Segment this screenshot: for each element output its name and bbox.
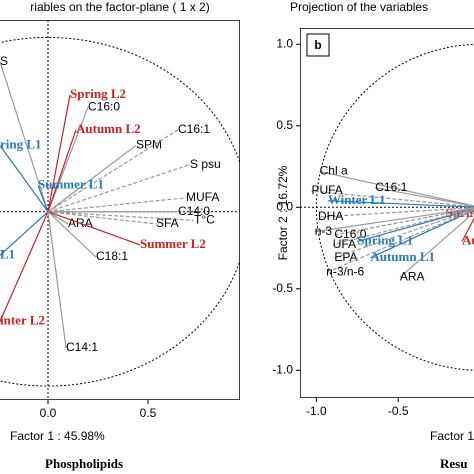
- vector: [327, 200, 474, 208]
- vector: [47, 211, 141, 246]
- variable-label: inter L2: [0, 313, 45, 328]
- vector: [325, 209, 474, 274]
- vector: [0, 61, 49, 212]
- panel-label: b: [314, 38, 321, 52]
- y-tick-label: 0.5: [276, 118, 293, 132]
- vector: [47, 211, 157, 225]
- x-axis-label: Factor 1 :: [430, 429, 474, 443]
- variable-label: L1: [0, 246, 15, 261]
- vector: [0, 211, 49, 256]
- variable-label: Winter L1: [328, 192, 386, 207]
- variable-label: n-3: [315, 224, 333, 238]
- variable-label: Autumn L2: [76, 121, 141, 136]
- panel-badge: [306, 33, 330, 57]
- vector: [47, 164, 191, 213]
- variable-label: Summer L1: [38, 177, 104, 192]
- vector: [47, 211, 97, 258]
- vector: [47, 129, 179, 213]
- vector: [445, 207, 474, 215]
- y-tick-label: -0.5: [272, 281, 293, 295]
- vector: [0, 145, 49, 213]
- vector: [319, 170, 474, 207]
- vector: [37, 185, 49, 212]
- vector: [314, 207, 474, 233]
- caption: Resu: [440, 456, 467, 471]
- variable-label: S psu: [190, 157, 221, 171]
- variable-label: PUFA: [311, 183, 342, 197]
- variable-label: SPM: [136, 138, 162, 152]
- x-tick-label: 0.0: [40, 406, 57, 420]
- chart-title: riables on the factor-plane ( 1 x 2): [30, 0, 209, 14]
- variable-label: C18:1: [96, 249, 128, 263]
- variable-label: Summer L2: [140, 236, 206, 251]
- variable-label: EPA: [334, 250, 357, 264]
- vector: [311, 190, 474, 208]
- vector: [332, 208, 474, 246]
- variable-label: ARA: [400, 270, 425, 284]
- vector: [47, 106, 89, 212]
- x-tick-label: 0.5: [140, 406, 157, 420]
- variable-label: C16:0: [334, 227, 366, 241]
- vector: [47, 145, 137, 213]
- vector: [375, 187, 474, 207]
- vector: [334, 208, 474, 259]
- variable-label: S: [0, 54, 8, 68]
- vector: [461, 217, 474, 242]
- variable-label: C16:0: [88, 99, 120, 113]
- vector: [47, 94, 71, 212]
- vector: [370, 209, 474, 259]
- variable-label: T°C: [194, 213, 215, 227]
- variable-label: n-3/n-6: [326, 265, 364, 279]
- vector: [47, 211, 67, 348]
- variable-label: ring L1: [0, 136, 42, 151]
- y-axis-label: Factor 2 : 16.72%: [276, 165, 290, 260]
- variable-label: MUFA: [186, 190, 219, 204]
- y-tick-label: 1.0: [276, 36, 293, 50]
- variable-label: DHA: [318, 209, 343, 223]
- variable-label: C16:1: [178, 122, 210, 136]
- variable-label: SFA: [156, 216, 179, 230]
- vector: [334, 207, 474, 236]
- variable-label: Spring L1: [357, 233, 413, 248]
- variable-label: Spring L2: [70, 86, 126, 101]
- variable-label: Autumn L1: [370, 249, 435, 264]
- vector: [47, 211, 69, 225]
- x-axis-label: Factor 1 : 45.98%: [10, 429, 105, 443]
- x-tick-label: -0.5: [388, 404, 409, 418]
- vector: [47, 129, 77, 212]
- variable-label: C16:1: [375, 180, 407, 194]
- vector: [399, 211, 474, 278]
- caption: Phospholipids: [45, 456, 123, 471]
- variable-label: C14:1: [66, 340, 98, 354]
- x-tick-label: -1.0: [306, 404, 327, 418]
- variable-label: Chl a: [320, 164, 348, 178]
- y-tick-label: 0.0: [276, 199, 293, 213]
- y-tick-label: -1.0: [272, 362, 293, 376]
- vector: [317, 207, 474, 218]
- variable-label: UFA: [333, 237, 356, 251]
- chart-title: Projection of the variables: [290, 0, 428, 14]
- variable-label: Au: [462, 233, 474, 248]
- variable-label: C14:0: [178, 204, 210, 218]
- vector: [47, 197, 187, 213]
- vector: [0, 211, 49, 322]
- vector: [47, 211, 195, 222]
